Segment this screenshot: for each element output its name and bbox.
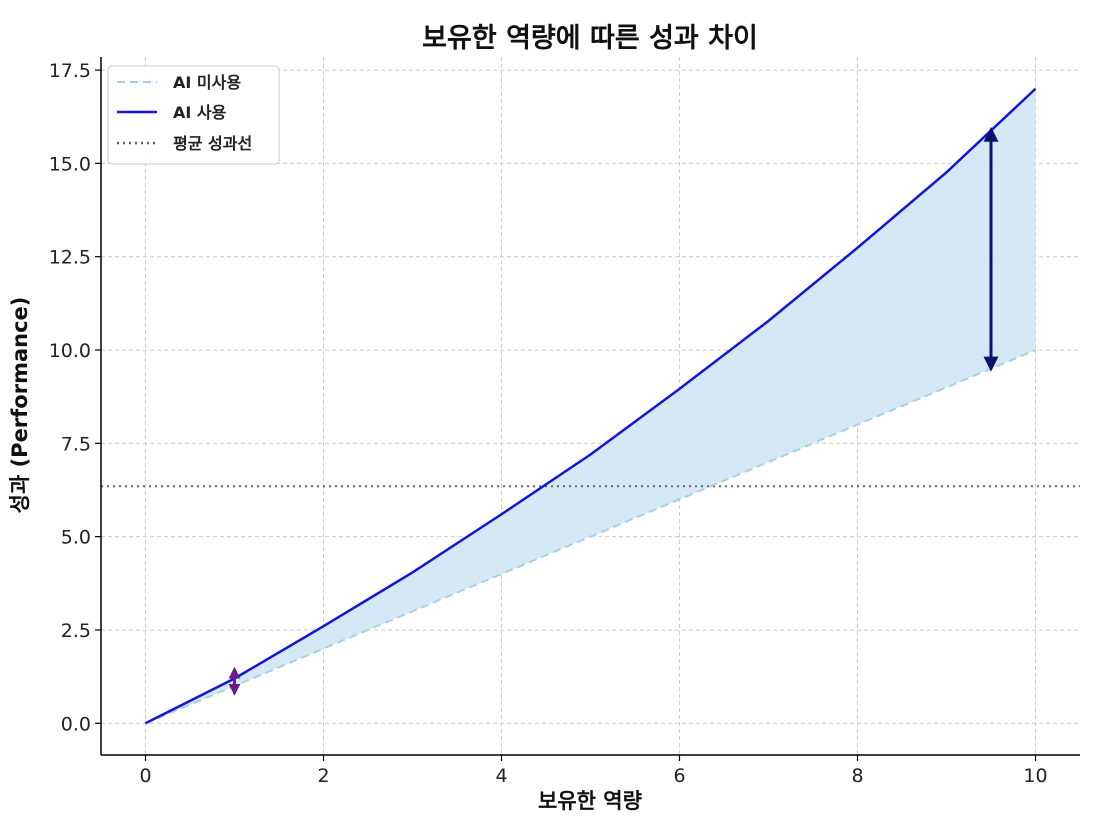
legend-box bbox=[107, 65, 280, 165]
x-axis-label: 보유한 역량 bbox=[538, 789, 642, 813]
x-tick-label: 8 bbox=[851, 765, 863, 787]
y-tick-label: 10.0 bbox=[49, 340, 91, 362]
y-axis-label: 성과 (Performance) bbox=[8, 297, 32, 514]
chart-title: 보유한 역량에 따른 성과 차이 bbox=[422, 23, 758, 54]
series-line-no-ai bbox=[145, 349, 1036, 725]
y-tick-label: 2.5 bbox=[61, 620, 91, 642]
legend: AI 미사용 AI 사용 평균 성과선 bbox=[107, 65, 280, 165]
x-tick-label: 4 bbox=[495, 765, 507, 787]
y-tick-label: 17.5 bbox=[49, 60, 91, 82]
series-line-ai bbox=[144, 87, 1037, 725]
y-tick-label: 15.0 bbox=[49, 153, 91, 175]
series-lines bbox=[101, 87, 1080, 725]
legend-label-no-ai: AI 미사용 bbox=[173, 73, 241, 92]
legend-label-average: 평균 성과선 bbox=[173, 134, 252, 153]
x-tick-label: 6 bbox=[673, 765, 685, 787]
x-tick-label: 10 bbox=[1023, 765, 1047, 787]
fill-area bbox=[145, 88, 1036, 724]
legend-label-ai: AI 사용 bbox=[173, 103, 227, 122]
y-tick-label: 5.0 bbox=[61, 527, 91, 549]
axes bbox=[95, 57, 1080, 761]
y-tick-label: 7.5 bbox=[61, 433, 91, 455]
tick-labels: 0 2 4 6 8 10 0.0 2.5 5.0 7.5 10.0 12.5 15.0 17.5 bbox=[49, 60, 1048, 787]
x-tick-label: 0 bbox=[139, 765, 151, 787]
annotations bbox=[228, 126, 999, 696]
y-tick-label: 12.5 bbox=[49, 247, 91, 269]
fill-between-area bbox=[145, 88, 1036, 724]
x-tick-label: 2 bbox=[317, 765, 329, 787]
y-tick-label: 0.0 bbox=[61, 713, 91, 735]
